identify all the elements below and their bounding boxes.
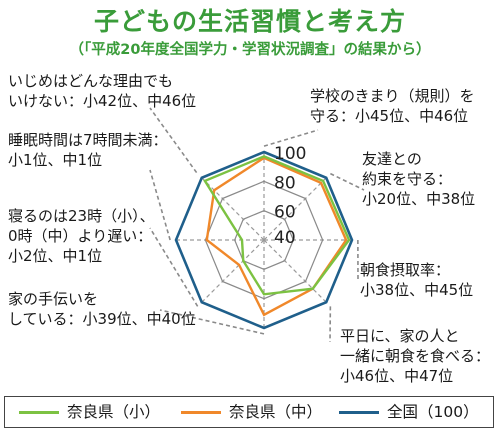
legend-label: 全国（100） (387, 403, 479, 421)
annotation-line: 0時（中）より遅い： (8, 227, 153, 245)
tick-label: 80 (274, 173, 296, 193)
annotation-line: 小2位、中1位 (8, 247, 103, 265)
series-line (205, 156, 348, 317)
legend-swatch (19, 411, 59, 414)
annotation-tetsudai: 家の手伝いを している：小39位、中40位 (8, 289, 196, 329)
annotation-line: 家の手伝いを (8, 290, 99, 308)
radar-ring (234, 210, 294, 270)
annotation-leader (149, 227, 199, 307)
tick-label: 100 (274, 144, 306, 164)
tick-label: 60 (274, 203, 296, 223)
annotation-heijitsu: 平日に、家の人と 一緒に朝食を食べる： 小46位、中47位 (340, 326, 490, 386)
radar-grid (176, 152, 352, 328)
radar-spoke (201, 177, 265, 241)
radar-series (174, 150, 354, 330)
annotation-leader (159, 309, 265, 335)
annotation-line: 小46位、中47位 (340, 367, 454, 385)
annotation-leader (149, 169, 171, 241)
annotation-line: いじめはどんな理由でも (8, 72, 174, 90)
legend-label: 奈良県（中） (229, 403, 323, 421)
annotation-leader (330, 172, 365, 191)
radar-spoke (263, 177, 327, 241)
annotation-line: 小1位、中1位 (8, 151, 103, 169)
chart-subtitle: （「平成20年度全国学力・学習状況調査」の結果から） (69, 42, 431, 58)
annotation-line: 一緒に朝食を食べる： (340, 347, 491, 365)
series-line (174, 150, 354, 330)
annotation-line: 寝るのは23時（小）、 (8, 207, 155, 225)
annotation-line: 守る：小45位、中46位 (310, 107, 469, 125)
legend-swatch (181, 411, 221, 414)
radar-ring (204, 180, 324, 300)
annotation-suimin: 睡眠時間は7時間未満： 小1位、中1位 (8, 130, 168, 170)
tick-label: 40 (274, 228, 296, 248)
annotation-ijime: いじめはどんな理由でも いけない：小42位、中46位 (8, 71, 196, 111)
annotation-gakko: 学校のきまり（規則）を 守る：小45位、中46位 (310, 86, 475, 126)
radar-spoke (263, 239, 327, 303)
annotation-line: 友達との (362, 150, 422, 168)
annotation-neru: 寝るのは23時（小）、 0時（中）より遅い： 小2位、中1位 (8, 206, 155, 266)
annotation-leaders (149, 107, 365, 343)
radar-spoke (201, 239, 265, 303)
annotation-line: している：小39位、中40位 (8, 310, 196, 328)
annotation-leader (149, 107, 198, 174)
annotation-line: 小38位、中45位 (360, 281, 474, 299)
annotation-line: 学校のきまり（規則）を (310, 87, 475, 105)
annotation-line: 小20位、中38位 (362, 190, 476, 208)
annotation-leader (263, 129, 319, 147)
annotation-line: 平日に、家の人と (340, 327, 460, 345)
legend-label: 奈良県（小） (67, 403, 161, 421)
annotation-line: 約束を守る： (362, 170, 453, 188)
legend-swatch (339, 411, 379, 414)
annotation-yakusoku: 友達との 約束を守る： 小20位、中38位 (362, 149, 475, 209)
annotation-line: 朝食摂取率： (360, 261, 451, 279)
chart-legend: 奈良県（小） 奈良県（中） 全国（100） (4, 396, 494, 428)
annotation-line: いけない：小42位、中46位 (8, 92, 197, 110)
radial-ticks: 40 60 80 100 (274, 144, 306, 248)
chart-title: 子どもの生活習慣と考え方 (93, 7, 406, 36)
series-line (203, 155, 351, 296)
annotation-line: 睡眠時間は7時間未満： (8, 131, 168, 149)
annotation-choshoku: 朝食摂取率： 小38位、中45位 (360, 260, 473, 300)
